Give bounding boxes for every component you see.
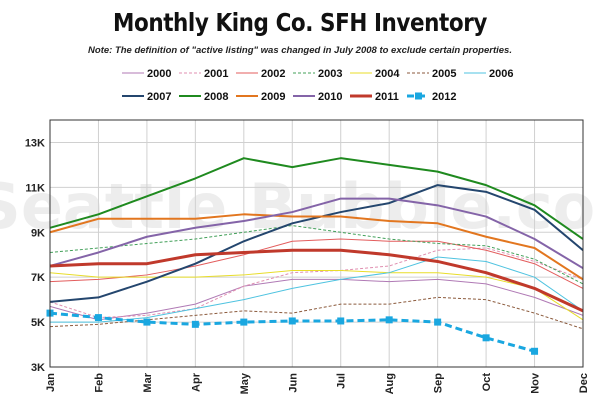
x-tick-label: Sep [433,373,445,393]
series-point-2012 [191,320,199,328]
series-point-2012 [143,318,151,326]
chart-title: Monthly King Co. SFH Inventory [113,8,487,37]
x-tick-label: Jun [287,373,299,393]
series-point-2012 [531,347,539,355]
legend-label-2012: 2012 [432,91,456,103]
legend-label-2003: 2003 [318,68,342,80]
legend-label-2007: 2007 [147,91,171,103]
x-tick-label: Dec [578,373,590,393]
watermark-text: Seattle Bubble.com [0,170,600,243]
series-point-2012 [434,318,442,326]
legend-label-2000: 2000 [147,68,171,80]
series-line-2005 [49,296,584,330]
x-tick-label: Mar [142,372,154,392]
legend-label-2006: 2006 [489,68,513,80]
y-tick-label: 3K [31,362,45,374]
legend-label-2001: 2001 [204,68,228,80]
legend-label-2002: 2002 [261,68,285,80]
series-line-2004 [49,269,584,321]
y-tick-label: 9K [31,227,45,239]
x-tick-label: Jan [45,373,57,392]
y-tick-label: 11K [25,182,45,194]
x-tick-label: Feb [93,373,105,393]
y-tick-label: 7K [31,272,45,284]
series-lines [46,157,584,355]
legend-label-2009: 2009 [261,91,285,103]
chart-note: Note: The definition of "active listing"… [88,45,512,56]
series-point-2012 [385,316,393,324]
series-line-2009 [49,213,584,281]
legend: 2000 2001 2002 2003 2004 2005 2006 2007 2008 2009… [122,68,513,103]
y-tick-label: 5K [31,317,45,329]
legend-label-2004: 2004 [375,68,400,80]
series-line-2008 [49,157,584,240]
x-tick-label: Apr [190,372,202,392]
x-tick-label: Jul [336,373,348,389]
series-line-2001 [49,247,584,319]
watermark: Seattle Bubble.com [0,170,600,243]
series-point-2012 [482,334,490,342]
series-line-2002 [49,238,584,289]
legend-label-2008: 2008 [204,91,228,103]
series-line-2007 [49,184,584,303]
legend-label-2010: 2010 [318,91,342,103]
legend-label-2011: 2011 [375,91,399,103]
series-line-2003 [49,225,584,285]
series-point-2012 [288,317,296,325]
series-point-2012 [240,318,248,326]
x-tick-label: Oct [481,373,493,392]
series-line-2011 [49,248,584,313]
series-line-2000 [49,278,584,321]
series-line-2010 [49,197,584,270]
x-tick-label: May [239,372,251,394]
axes: 3K 5K 7K 9K 11K 13K Jan Feb Mar Apr May Jun Jul Aug Se… [25,119,590,394]
series-point-2012 [337,317,345,325]
plot-frame [49,119,584,368]
x-tick-label: Nov [530,372,542,394]
grid [49,120,584,368]
series-point-2012 [94,314,102,322]
legend-marker-2012 [415,92,422,100]
y-tick-label: 13K [25,137,45,149]
x-tick-label: Aug [384,373,396,394]
series-line-2006 [50,256,584,323]
legend-label-2005: 2005 [432,68,456,80]
